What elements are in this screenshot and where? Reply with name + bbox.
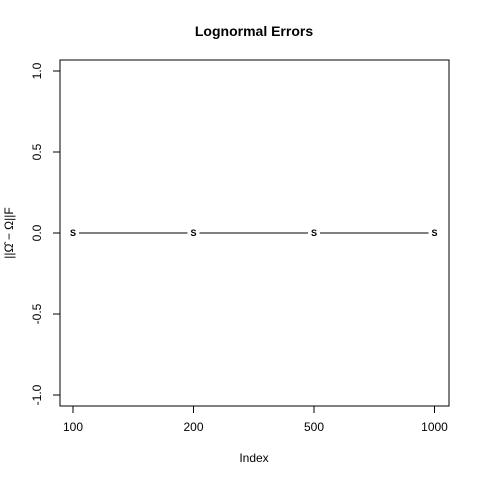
x-tick-label: 500 (304, 420, 324, 434)
data-point: S (431, 228, 437, 238)
chart-title: Lognormal Errors (195, 23, 313, 39)
y-axis: -1.0 -0.5 0.0 0.5 1.0 (30, 62, 61, 405)
y-tick-label: -1.0 (30, 384, 44, 405)
data-point: S (311, 228, 317, 238)
x-axis: 100 200 500 1000 (63, 405, 448, 434)
y-tick-label: 0.5 (30, 143, 44, 160)
y-axis-title: ||Ω̂ − Ω||F (2, 207, 16, 258)
data-point: S (70, 228, 76, 238)
x-tick-label: 1000 (421, 420, 448, 434)
y-tick-label: 1.0 (30, 62, 44, 79)
x-axis-title: Index (239, 451, 268, 465)
x-tick-label: 200 (183, 420, 203, 434)
data-point: S (190, 228, 196, 238)
y-tick-label: -0.5 (30, 303, 44, 324)
y-tick-label: 0.0 (30, 224, 44, 241)
x-tick-label: 100 (63, 420, 83, 434)
